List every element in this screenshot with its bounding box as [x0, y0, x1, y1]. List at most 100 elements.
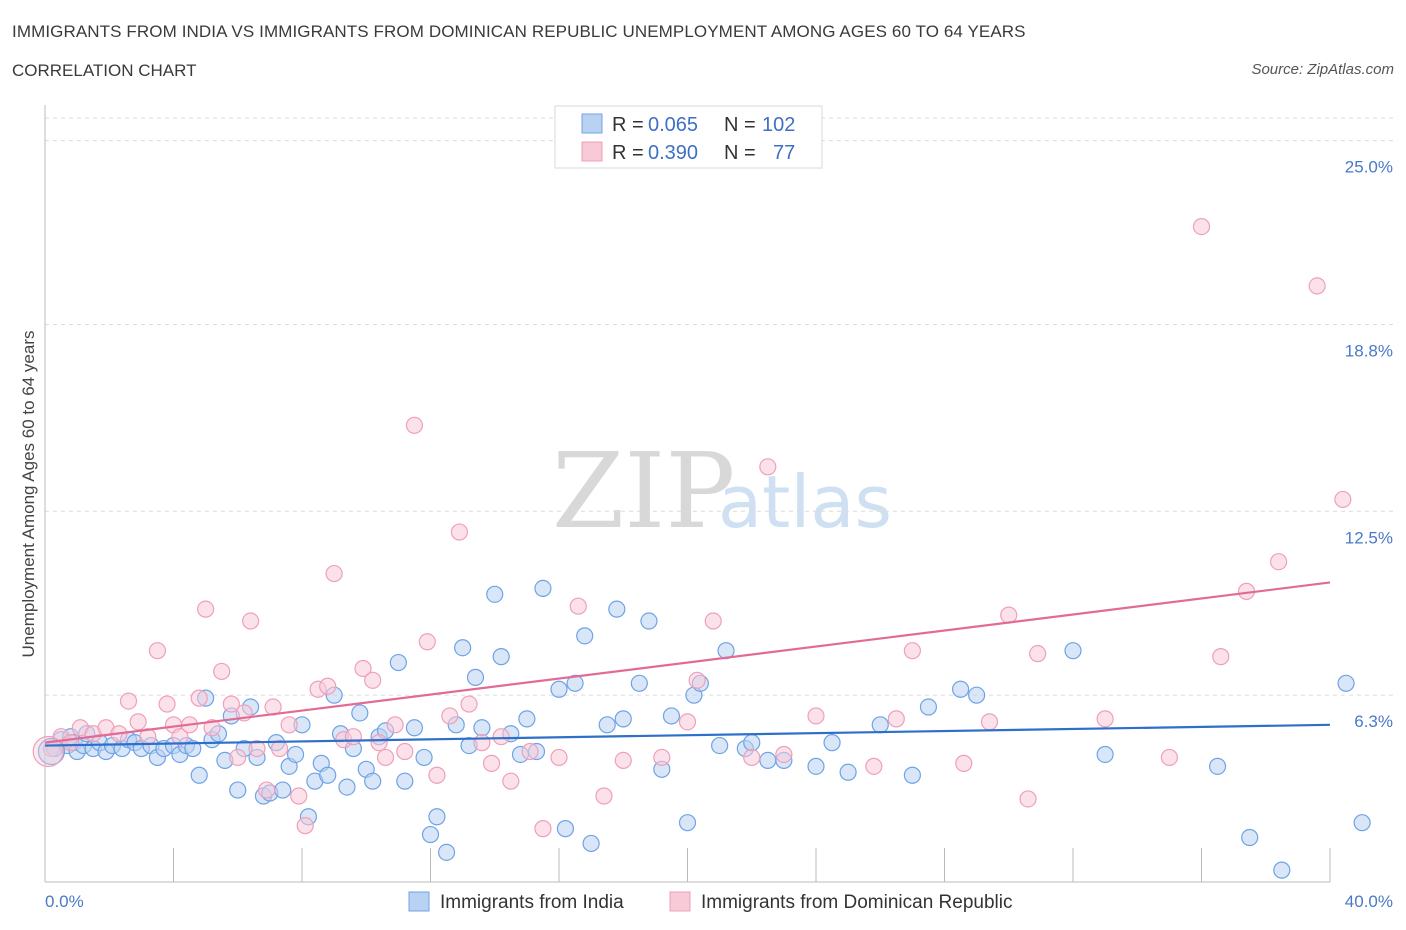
- point-dominican-51: [521, 742, 539, 761]
- point-dominican-46: [460, 695, 478, 713]
- point-dominican-10: [148, 642, 167, 660]
- point-dominican-29: [296, 817, 314, 835]
- point-dominican-40: [396, 742, 414, 761]
- point-india-103: [1208, 757, 1227, 775]
- chart-subtitle: CORRELATION CHART: [12, 61, 197, 80]
- point-india-69: [518, 710, 536, 728]
- point-dominican-17: [203, 719, 221, 737]
- legend-swatch-dominican: [581, 141, 603, 162]
- point-india-75: [576, 627, 594, 645]
- point-dominican-31: [319, 677, 337, 695]
- correlation-legend: R = 0.065 N = 102 R = 0.390 N = 77: [554, 105, 823, 169]
- legend-n-value-dominican: 77: [773, 142, 795, 164]
- point-dominican-44: [441, 707, 459, 725]
- point-dominican-69: [980, 713, 999, 731]
- point-dominican-47: [473, 734, 491, 752]
- series-legend-label-india: Immigrants from India: [440, 892, 624, 913]
- point-dominican-42: [418, 633, 436, 651]
- point-india-38: [286, 745, 305, 764]
- point-dominican-11: [158, 695, 176, 713]
- point-dominican-50: [502, 772, 520, 790]
- watermark-zip: ZIP: [552, 430, 735, 552]
- point-india-58: [428, 808, 446, 826]
- point-dominican-52: [534, 820, 552, 838]
- point-india-29: [229, 781, 247, 799]
- point-dominican-68: [955, 754, 973, 772]
- y-tick-label-3: 25.0%: [1345, 158, 1393, 177]
- point-india-53: [389, 653, 407, 672]
- point-india-72: [550, 680, 568, 698]
- point-india-74: [566, 674, 584, 692]
- point-india-66: [492, 648, 510, 666]
- point-dominican-67: [903, 642, 921, 660]
- point-india-79: [614, 710, 632, 728]
- point-dominican-70: [1000, 606, 1018, 624]
- point-india-104: [1241, 828, 1259, 847]
- point-india-46: [338, 778, 356, 796]
- trend-line-india: [44, 723, 1331, 747]
- point-dominican-53: [550, 748, 568, 767]
- point-india-57: [421, 825, 440, 844]
- point-india-96: [871, 716, 889, 734]
- point-dominican-36: [364, 671, 382, 689]
- y-tick-label-0: 6.3%: [1354, 712, 1393, 731]
- point-dominican-71: [1019, 790, 1037, 808]
- y-tick-label-2: 18.8%: [1345, 341, 1393, 360]
- point-dominican-13: [171, 728, 189, 746]
- trend-line-dominican: [44, 581, 1331, 744]
- point-dominican-57: [653, 748, 671, 767]
- point-dominican-54: [569, 597, 587, 615]
- legend-r-value-dominican: 0.390: [648, 142, 698, 164]
- point-dominican-49: [492, 728, 510, 746]
- point-dominican-41: [405, 416, 424, 434]
- point-dominican-24: [258, 781, 276, 799]
- point-dominican-80: [1334, 490, 1352, 509]
- point-india-107: [1353, 814, 1371, 832]
- point-dominican-59: [688, 671, 706, 689]
- point-dominican-37: [370, 734, 388, 752]
- point-dominican-7: [119, 692, 138, 710]
- point-india-36: [274, 781, 292, 799]
- gridlines: [45, 117, 1393, 696]
- point-india-59: [437, 843, 456, 861]
- source-label: Source: ZipAtlas.com: [1251, 61, 1394, 78]
- point-dominican-43: [428, 766, 446, 784]
- series-legend-label-dominican: Immigrants from Dominican Republic: [701, 892, 1013, 913]
- point-india-90: [743, 734, 761, 752]
- point-dominican-73: [1096, 710, 1114, 728]
- point-india-77: [598, 716, 616, 734]
- point-dominican-19: [222, 695, 240, 713]
- point-dominican-66: [887, 710, 905, 728]
- point-dominican-76: [1212, 648, 1230, 666]
- series-legend-swatch-dominican: [669, 891, 691, 912]
- y-tick-label-1: 12.5%: [1345, 528, 1393, 547]
- point-dominican-cluster: [32, 735, 64, 768]
- point-india-80: [630, 674, 648, 692]
- y-tick-labels: 6.3% 12.5% 18.8% 25.0%: [1345, 158, 1393, 732]
- legend-r-value-india: 0.065: [648, 114, 698, 136]
- point-india-101: [1064, 642, 1082, 660]
- series-legend: Immigrants from India Immigrants from Do…: [408, 891, 1013, 913]
- point-india-78: [608, 600, 626, 618]
- point-dominican-58: [678, 713, 697, 731]
- point-india-84: [678, 814, 697, 832]
- legend-n-label-dominican: N =: [724, 142, 756, 164]
- point-india-93: [807, 757, 825, 775]
- point-india-22: [184, 739, 202, 758]
- chart-title: IMMIGRANTS FROM INDIA VS IMMIGRANTS FROM…: [12, 22, 1026, 41]
- point-dominican-74: [1160, 748, 1178, 767]
- point-india-76: [582, 834, 600, 853]
- point-india-56: [415, 748, 433, 767]
- point-india-65: [486, 585, 504, 603]
- trend-lines: [44, 581, 1331, 747]
- watermark-atlas: atlas: [718, 460, 892, 544]
- point-india-99: [951, 680, 970, 698]
- point-dominican-26: [270, 739, 289, 758]
- point-dominican-63: [775, 745, 793, 764]
- x-tick-max: 40.0%: [1345, 892, 1393, 911]
- point-india-63: [466, 668, 485, 686]
- point-india-106: [1337, 674, 1355, 692]
- point-dominican-61: [743, 748, 761, 767]
- x-tick-min: 0.0%: [45, 892, 84, 911]
